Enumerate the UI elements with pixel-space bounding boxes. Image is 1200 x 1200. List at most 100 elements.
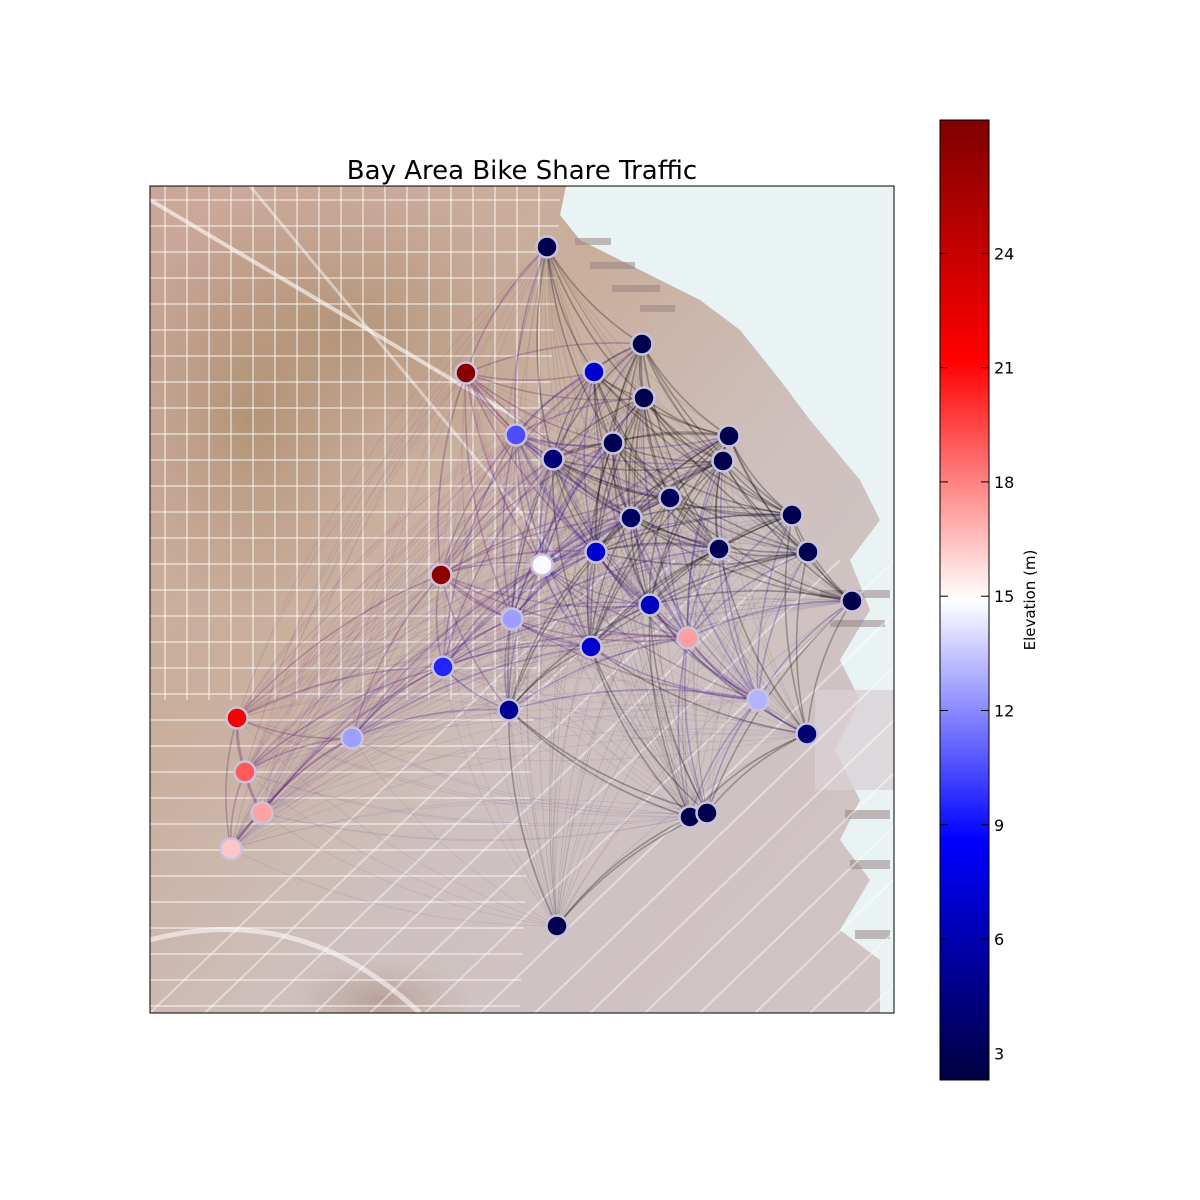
traffic-edge	[507, 458, 554, 711]
traffic-edge	[511, 517, 632, 620]
station-marker	[780, 503, 804, 527]
traffic-edge	[244, 737, 353, 773]
traffic-edge	[230, 371, 595, 850]
traffic-edge	[590, 646, 759, 701]
traffic-edge	[442, 458, 554, 668]
traffic-edge	[612, 442, 808, 735]
traffic-edge	[546, 246, 724, 462]
traffic-edge	[630, 517, 689, 639]
traffic-edge	[442, 442, 614, 668]
traffic-edge	[440, 397, 645, 576]
traffic-edge	[244, 517, 632, 773]
traffic-edge	[556, 551, 809, 927]
traffic-edge	[539, 371, 595, 927]
traffic-edge	[236, 717, 558, 927]
traffic-edge	[649, 551, 809, 606]
traffic-edge	[440, 512, 793, 576]
traffic-edge	[546, 246, 651, 606]
traffic-edge	[261, 514, 793, 814]
hillshade-south	[290, 960, 470, 1013]
traffic-edge	[440, 435, 730, 576]
traffic-edge	[556, 497, 671, 927]
traffic-edge	[230, 442, 614, 850]
traffic-edge	[643, 397, 808, 735]
traffic-edge	[230, 435, 730, 850]
traffic-edge	[546, 246, 689, 639]
traffic-edge	[236, 717, 691, 818]
traffic-edge	[593, 371, 708, 814]
traffic-edge	[649, 460, 724, 606]
traffic-edge	[757, 600, 853, 701]
traffic-edge	[440, 497, 671, 576]
traffic-edge	[442, 551, 809, 668]
traffic-edge	[244, 442, 614, 773]
traffic-edge	[440, 442, 614, 576]
traffic-edge	[590, 497, 671, 648]
traffic-edge	[230, 497, 671, 850]
traffic-edge	[588, 343, 643, 648]
traffic-edge	[508, 709, 558, 927]
traffic-edge	[552, 458, 671, 499]
traffic-edge	[230, 458, 554, 850]
traffic-edge	[552, 458, 724, 471]
traffic-edge	[546, 246, 720, 550]
traffic-edge	[442, 343, 643, 668]
traffic-edge	[556, 600, 853, 927]
traffic-edge	[556, 816, 691, 927]
traffic-edge	[511, 460, 724, 620]
traffic-edge	[590, 551, 809, 648]
traffic-edge	[549, 551, 597, 927]
traffic-edge	[595, 513, 793, 553]
traffic-edge	[261, 246, 548, 814]
colorbar-tick-label: 6	[994, 930, 1004, 949]
traffic-edge	[230, 548, 720, 850]
traffic-edge	[689, 514, 793, 818]
traffic-edge	[546, 246, 643, 345]
traffic-edge	[541, 343, 643, 566]
traffic-edge	[552, 458, 689, 639]
traffic-edge	[595, 551, 689, 639]
station-marker	[632, 386, 656, 410]
traffic-edge	[511, 588, 853, 620]
traffic-edge	[722, 460, 809, 553]
traffic-edge	[230, 574, 442, 850]
traffic-edge	[515, 434, 597, 553]
traffic-edge	[643, 397, 793, 516]
traffic-edge	[261, 666, 444, 814]
traffic-edge	[514, 246, 548, 436]
traffic-edge	[440, 574, 691, 818]
traffic-edge	[440, 542, 720, 576]
stations	[219, 235, 864, 938]
traffic-edge	[440, 574, 689, 639]
traffic-edge	[595, 460, 724, 553]
traffic-edge	[440, 434, 517, 576]
traffic-edge	[442, 564, 543, 668]
traffic-edge	[677, 637, 691, 818]
traffic-edge	[465, 342, 643, 374]
traffic-edge	[515, 434, 651, 606]
traffic-edge	[728, 435, 853, 602]
traffic-edge	[230, 343, 643, 850]
traffic-edge	[465, 372, 720, 550]
traffic-edge	[539, 246, 592, 648]
traffic-edge	[440, 371, 595, 576]
traffic-edge	[556, 514, 793, 927]
traffic-edge	[465, 372, 543, 566]
traffic-edge	[524, 246, 548, 566]
traffic-edge	[628, 397, 645, 519]
traffic-edge	[590, 397, 645, 648]
traffic-edge	[515, 434, 691, 818]
hillshade-west	[150, 220, 390, 620]
traffic-edge	[583, 371, 597, 553]
traffic-edge	[706, 514, 793, 814]
traffic-edge	[630, 517, 808, 735]
traffic-edge	[636, 343, 708, 814]
traffic-edge	[640, 343, 671, 499]
traffic-edge	[510, 246, 558, 927]
traffic-edge	[244, 372, 467, 773]
station-marker	[619, 506, 643, 530]
traffic-edge	[465, 372, 645, 401]
traffic-edge	[595, 397, 645, 553]
traffic-edge	[461, 372, 510, 711]
